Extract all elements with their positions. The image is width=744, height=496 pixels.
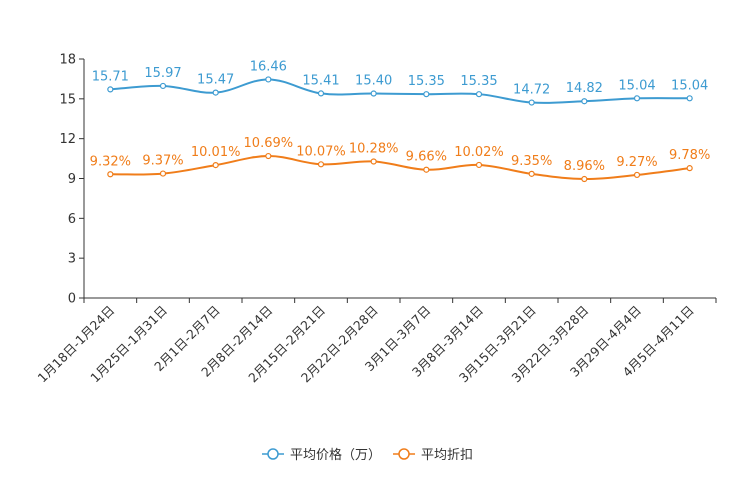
data-label: 10.01% <box>191 145 241 160</box>
data-label: 9.35% <box>511 154 552 169</box>
data-label: 15.41 <box>302 73 339 88</box>
data-point[interactable] <box>159 170 167 177</box>
series-2: 9.32% 9.37% 10.01%10.69%10.07% 10.28% 9.66% 1… <box>90 136 710 183</box>
data-point[interactable] <box>528 99 535 106</box>
legend-label: 平均折扣 <box>421 448 473 463</box>
data-point[interactable] <box>370 90 377 97</box>
data-label: 9.78% <box>669 148 710 163</box>
data-point[interactable] <box>212 161 219 169</box>
data-point[interactable] <box>265 76 272 83</box>
y-tick-label: 15 <box>59 92 76 107</box>
data-point[interactable] <box>317 161 325 168</box>
y-tick-label: 9 <box>68 172 76 187</box>
data-label: 15.35 <box>460 74 497 89</box>
data-point[interactable] <box>686 165 693 172</box>
data-point[interactable] <box>475 91 483 98</box>
data-point[interactable] <box>159 82 167 90</box>
axes: 03691215181月18日-1月24日1月25日-1月31日2月1日-2月7… <box>35 53 717 385</box>
data-point[interactable] <box>475 161 483 169</box>
y-tick-label: 12 <box>59 132 76 147</box>
data-label: 15.04 <box>671 78 708 93</box>
legend-marker-icon <box>398 448 410 460</box>
series-1: 15.71 15.97 15.47 16.46 15.41 15.40 15.35 15.35… <box>92 59 708 106</box>
data-point[interactable] <box>633 95 641 102</box>
data-label: 10.28% <box>349 142 399 157</box>
data-label: 15.35 <box>408 74 445 89</box>
legend-item-1[interactable]: 平均价格（万） <box>262 447 381 463</box>
y-tick-label: 6 <box>68 212 76 227</box>
data-label: 8.96% <box>564 159 605 174</box>
data-point[interactable] <box>633 171 641 179</box>
legend-marker-icon <box>267 448 279 460</box>
series-line <box>110 155 690 181</box>
data-label: 15.40 <box>355 74 392 89</box>
legend-item-2[interactable]: 平均折扣 <box>393 448 473 463</box>
data-point[interactable] <box>212 89 219 96</box>
y-tick-label: 0 <box>68 292 76 307</box>
data-label: 15.97 <box>144 66 181 81</box>
data-point[interactable] <box>317 90 325 97</box>
data-label: 9.37% <box>142 154 183 169</box>
data-point[interactable] <box>265 152 272 160</box>
data-label: 9.27% <box>616 155 657 170</box>
data-label: 14.82 <box>566 81 603 96</box>
data-label: 15.71 <box>92 69 129 84</box>
data-label: 10.02% <box>454 145 504 160</box>
data-point[interactable] <box>528 170 535 177</box>
y-tick-label: 3 <box>68 252 76 267</box>
data-label: 10.07% <box>296 144 346 159</box>
data-label: 9.32% <box>90 154 131 169</box>
series-line <box>110 78 690 104</box>
data-point[interactable] <box>423 91 430 98</box>
data-point[interactable] <box>107 86 114 93</box>
legend: 平均价格（万） 平均折扣 <box>262 447 473 463</box>
data-label: 16.46 <box>250 59 287 74</box>
data-label: 10.69% <box>244 136 294 151</box>
data-point[interactable] <box>370 158 377 165</box>
data-point[interactable] <box>107 171 114 178</box>
data-point[interactable] <box>581 98 588 105</box>
legend-label: 平均价格（万） <box>290 447 381 463</box>
data-label: 9.66% <box>406 150 447 165</box>
series-layer: 15.71 15.97 15.47 16.46 15.41 15.40 15.35 15.35… <box>90 59 710 183</box>
data-label: 15.04 <box>618 78 655 93</box>
data-label: 15.47 <box>197 73 234 88</box>
data-label: 14.72 <box>513 83 550 98</box>
data-point[interactable] <box>686 95 693 102</box>
data-point[interactable] <box>581 175 588 183</box>
data-point[interactable] <box>423 166 430 173</box>
y-tick-label: 18 <box>59 53 76 68</box>
